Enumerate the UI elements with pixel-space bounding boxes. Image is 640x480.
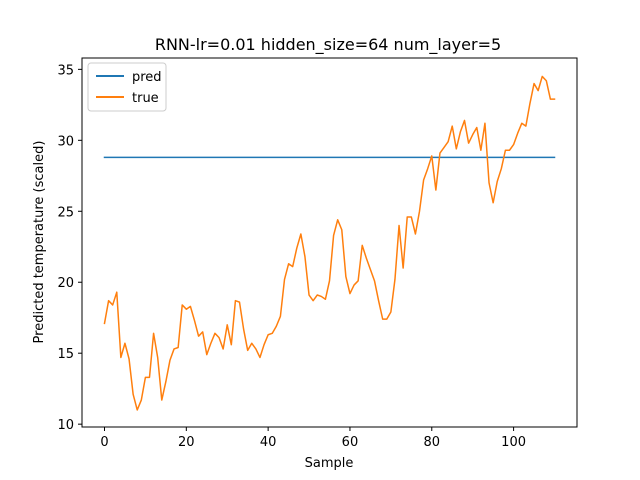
x-tick-label: 0 — [100, 435, 108, 450]
y-axis: 10 15 20 25 30 35 — [57, 63, 82, 433]
y-tick-label: 20 — [57, 276, 74, 291]
y-tick-label: 35 — [57, 63, 74, 78]
y-tick-label: 10 — [57, 418, 74, 433]
x-axis-title: Sample — [305, 456, 354, 471]
x-tick-label: 20 — [178, 435, 195, 450]
y-tick-label: 25 — [57, 205, 74, 220]
y-tick-label: 15 — [57, 347, 74, 362]
chart-title: RNN-lr=0.01 hidden_size=64 num_layer=5 — [155, 35, 501, 55]
series-layer — [103, 75, 556, 411]
x-tick-label: 100 — [501, 435, 526, 450]
axes-background — [82, 58, 577, 427]
plot-area — [81, 57, 578, 428]
x-tick-label: 40 — [260, 435, 277, 450]
series-line-true — [103, 75, 556, 411]
x-tick-label: 60 — [342, 435, 359, 450]
x-axis: 0 20 40 60 80 100 — [100, 427, 526, 450]
legend-label-pred: pred — [132, 70, 162, 85]
axes-frame — [81, 57, 578, 428]
x-tick-label: 80 — [423, 435, 440, 450]
legend: pred true — [87, 62, 167, 112]
y-tick-label: 30 — [57, 134, 74, 149]
legend-label-true: true — [132, 91, 159, 106]
y-axis-title: Predicted temperature (scaled) — [32, 141, 47, 344]
